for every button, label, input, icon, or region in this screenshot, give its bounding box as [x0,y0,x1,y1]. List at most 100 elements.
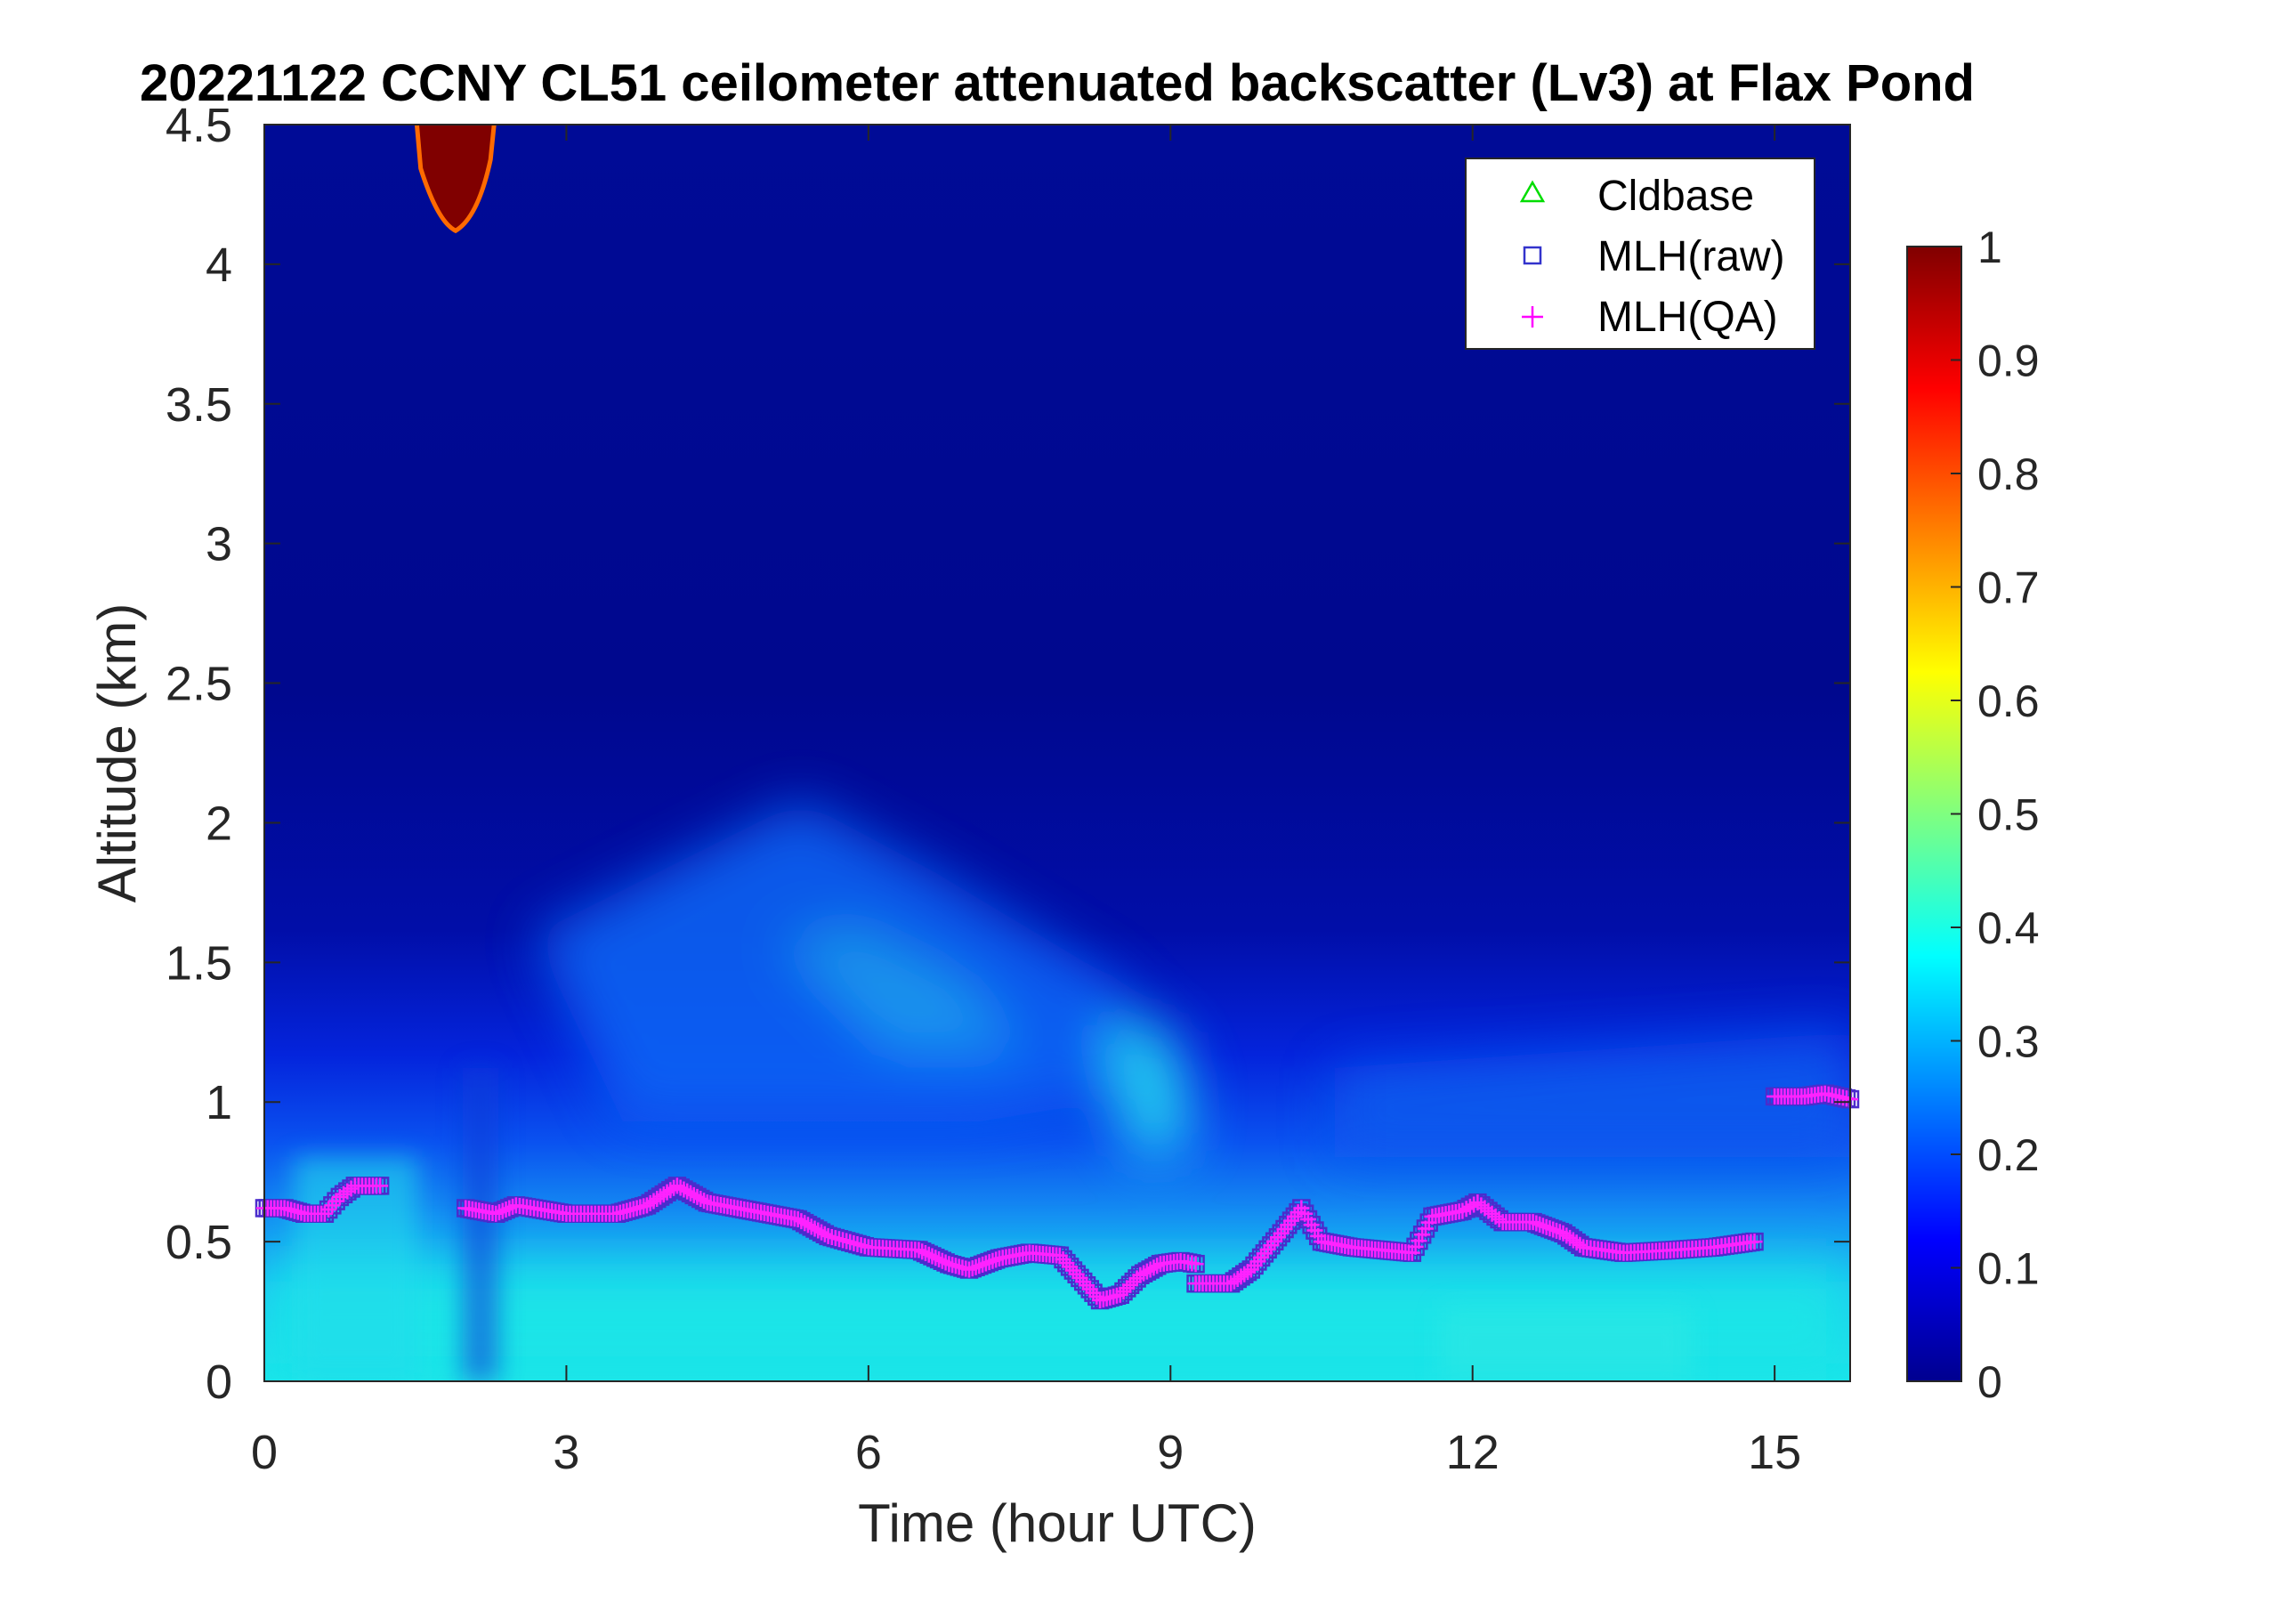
mlh-qa-point [320,1202,337,1218]
legend-entry-cldbase: Cldbase [1519,173,1754,220]
legend-label-mlh-raw: MLH(raw) [1597,233,1785,280]
mlh-qa-point [1145,1259,1162,1276]
mlh-qa-point [1071,1269,1088,1286]
colorbar-tick-label: 0 [1977,1357,2002,1407]
chart-title: 20221122 CCNY CL51 ceilometer attenuated… [140,54,1975,112]
mlh-qa-point [1132,1266,1149,1283]
mlh-qa-point [914,1243,931,1260]
x-tick-label: 12 [1446,1426,1500,1479]
mlh-qa-point [1541,1220,1558,1237]
y-tick-label: 3 [206,518,232,571]
y-tick-label: 1.5 [166,936,232,990]
mlh-qa-point [971,1258,988,1274]
mlh-qa-point [961,1261,977,1278]
x-axis-label: Time (hour UTC) [858,1493,1257,1553]
x-axis: 0 3 6 9 12 15 [251,125,1801,1479]
mlh-qa-point [1545,1221,1562,1238]
mlh-qa-point [967,1258,984,1275]
legend-entry-mlh-raw: MLH(raw) [1523,233,1785,280]
colorbar-tick-label: 0.6 [1977,676,2040,726]
mlh-qa-point [372,1177,389,1194]
mlh-qa-point [494,1202,511,1219]
mlh-qa-point [984,1252,1001,1269]
mlh-qa-point [1266,1233,1283,1250]
mlh-qa-point [803,1218,820,1235]
mlh-qa-point [1088,1288,1105,1305]
mlh-qa-point [316,1205,333,1222]
axes-box [263,124,1851,1382]
mlh-qa-point [327,1193,344,1210]
mlh-qa-point [1062,1258,1079,1275]
mlh-qa-point [692,1191,709,1207]
mlh-qa-point [1051,1247,1068,1264]
y-axis-label: Altitude (km) [87,603,147,903]
legend-entry-mlh-qa: MLH(QA) [1522,294,1778,341]
y-axis: 0 0.5 1 1.5 2 2.5 3 3.5 4 4.5 [166,99,1850,1409]
mlh-qa-point [1524,1214,1541,1231]
mlh-qa-point [1064,1262,1081,1279]
mlh-qa-point [1125,1274,1142,1290]
colorbar-tick-label: 0.8 [1977,449,2040,499]
mlh-qa-point [1458,1201,1475,1218]
y-tick-label: 4.5 [166,99,232,152]
y-tick-label: 0.5 [166,1216,232,1269]
mlh-qa-point [1119,1280,1136,1297]
mlh-qa-point [685,1186,702,1203]
y-tick-label: 2 [206,797,232,850]
mlh-qa-point [1532,1216,1548,1233]
mlh-qa-point [501,1200,518,1217]
legend-label-cldbase: Cldbase [1597,173,1754,220]
mlh-qa-point [964,1260,981,1277]
mlh-qa-point [675,1181,692,1198]
mlh-qa-point [917,1245,934,1262]
mlh-qa-point [816,1226,833,1242]
mlh-qa-point [1538,1218,1555,1235]
mlh-qa-point [1283,1212,1300,1229]
mlh-qa-point [1548,1222,1564,1239]
mlh-qa-point [1289,1204,1306,1221]
mlh-qa-point [1572,1236,1589,1253]
surface-layer [294,1068,1691,1381]
mlh-qa-point [1149,1258,1166,1274]
mlh-qa-point [1528,1215,1545,1232]
mlh-qa-point [974,1256,991,1273]
mlh-qa-point [1280,1217,1297,1234]
colorbar: 0 0.1 0.2 0.3 0.4 0.5 0.6 0.7 0.8 0.9 1 [1906,222,2040,1407]
triangle-marker-icon [1519,180,1546,203]
mlh-qa-point [1253,1249,1270,1266]
mlh-qa-point [810,1222,827,1239]
mlh-qa-point [1551,1224,1568,1241]
mlh-qa-point [343,1180,360,1197]
mlh-qa-point [497,1202,514,1218]
mlh-qa-point [931,1250,948,1267]
mlh-qa-point [1187,1256,1204,1273]
mlh-qa-point [1068,1266,1085,1282]
x-tick-label: 9 [1157,1426,1184,1479]
colorbar-tick-label: 0.7 [1977,563,2040,613]
mlh-qa-point [789,1211,806,1228]
mlh-qa-point [799,1217,816,1234]
colorbar-ticks: 0 0.1 0.2 0.3 0.4 0.5 0.6 0.7 0.8 0.9 1 [1951,222,2040,1407]
mlh-qa-point [796,1215,813,1232]
colorbar-tick-label: 0.1 [1977,1244,2040,1294]
mlh-qa-point [679,1183,696,1200]
colorbar-tick-label: 0.2 [1977,1130,2040,1180]
mlh-qa-point [1079,1277,1095,1294]
mlh-qa-point [1075,1274,1092,1290]
mlh-qa-point [1058,1255,1075,1272]
mlh-qa-point [977,1255,994,1272]
x-tick-label: 0 [251,1426,278,1479]
mlh-qa-point [689,1188,706,1205]
mlh-qa-point [1085,1284,1102,1301]
mlh-qa-point [1269,1229,1286,1246]
mlh-qa-point [672,1179,689,1196]
y-tick-label: 2.5 [166,658,232,711]
mlh-qa-point [682,1185,699,1202]
mlh-qa-point [988,1251,1005,1268]
y-tick-label: 3.5 [166,378,232,432]
mlh-qa-point [981,1254,998,1271]
mlh-qa-point [920,1246,937,1263]
mlh-qa-point [1081,1281,1098,1298]
cloud-patch [414,125,497,234]
